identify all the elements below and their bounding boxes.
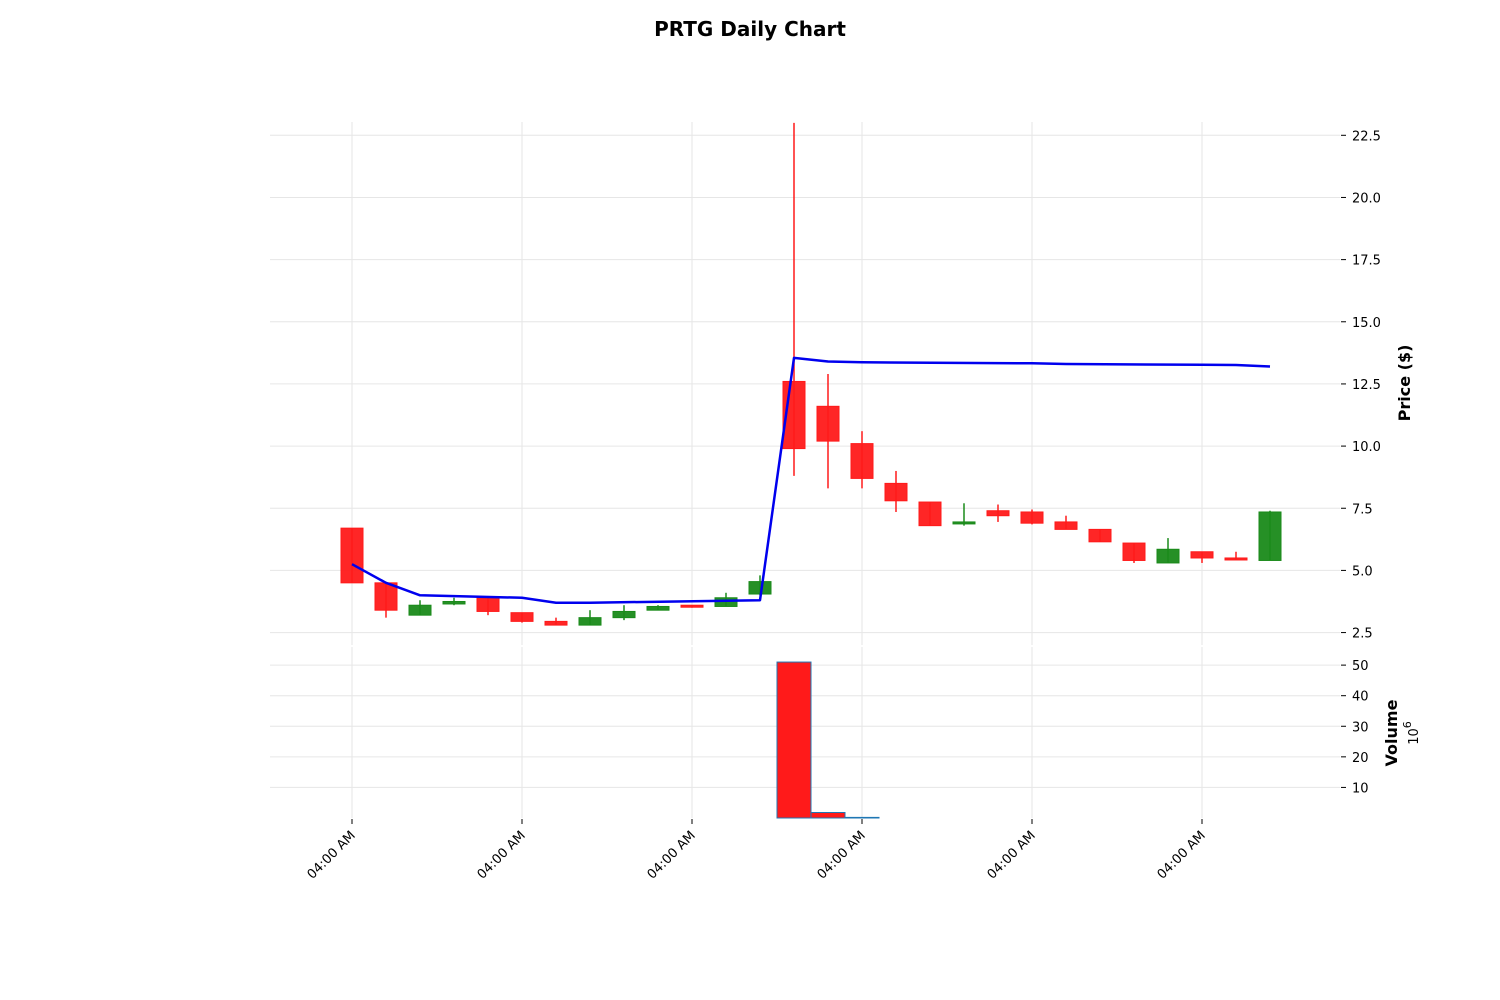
candle-body [884, 482, 908, 502]
candle-body [1258, 511, 1282, 561]
candle-body [986, 510, 1010, 517]
volume-bars [776, 661, 880, 819]
candle-body [340, 527, 364, 584]
candle-body [646, 605, 670, 611]
volume-tick-label: 50 [1352, 659, 1369, 674]
volume-scale-label: 106 [1401, 721, 1422, 745]
x-tick-label: 04:00 AM [645, 828, 699, 882]
x-tick-label: 04:00 AM [305, 828, 359, 882]
candlesticks [340, 122, 1282, 626]
candle-body [952, 521, 976, 525]
volume-tick-label: 20 [1352, 751, 1369, 766]
moving-average [351, 356, 1271, 604]
price-tick-label: 22.5 [1352, 129, 1381, 144]
candle-body [1020, 511, 1044, 524]
price-tick-label: 7.5 [1352, 502, 1373, 517]
price-tick-label: 15.0 [1352, 316, 1381, 331]
moving-average-line [351, 356, 1271, 604]
volume-tick-label: 10 [1352, 781, 1369, 796]
price-tick-label: 5.0 [1352, 564, 1373, 579]
x-tick-label: 04:00 AM [815, 828, 869, 882]
candle-body [442, 600, 466, 605]
price-tick-label: 2.5 [1352, 627, 1373, 642]
candle-body [680, 604, 704, 608]
candle-body [1054, 521, 1078, 530]
price-tick-label: 10.0 [1352, 440, 1381, 455]
x-tick-label: 04:00 AM [475, 828, 529, 882]
candle-body [850, 443, 874, 479]
axes: 2.5 5.0 7.5 10.0 12.5 15.0 17.5 20.0 22.5 10 20 30 4… [305, 129, 1381, 882]
volume-bar [776, 661, 812, 819]
volume-tick-label: 40 [1352, 690, 1369, 705]
price-tick-label: 17.5 [1352, 254, 1381, 269]
candle-body [510, 612, 534, 622]
volume-axis-label: Volume [1382, 699, 1401, 766]
chart-title: PRTG Daily Chart [654, 17, 846, 41]
price-tick-label: 20.0 [1352, 191, 1381, 206]
candle-body [1088, 528, 1112, 543]
candle-body [816, 405, 840, 442]
candle-body [476, 597, 500, 612]
candle-body [1122, 542, 1146, 561]
candle-body [544, 620, 568, 626]
candle-body [1156, 548, 1180, 564]
x-tick-label: 04:00 AM [1155, 828, 1209, 882]
candle-body [714, 597, 738, 607]
price-axis-label: Price ($) [1395, 345, 1414, 422]
candle-body [1190, 551, 1214, 559]
price-tick-label: 12.5 [1352, 378, 1381, 393]
candle-body [612, 610, 636, 619]
candle-body [918, 501, 942, 527]
volume-bar [810, 811, 846, 819]
volume-bar [844, 816, 880, 819]
volume-tick-label: 30 [1352, 720, 1369, 735]
candle-body [408, 604, 432, 616]
candle-body [578, 617, 602, 626]
x-tick-label: 04:00 AM [985, 828, 1039, 882]
candle-body [1224, 557, 1248, 561]
